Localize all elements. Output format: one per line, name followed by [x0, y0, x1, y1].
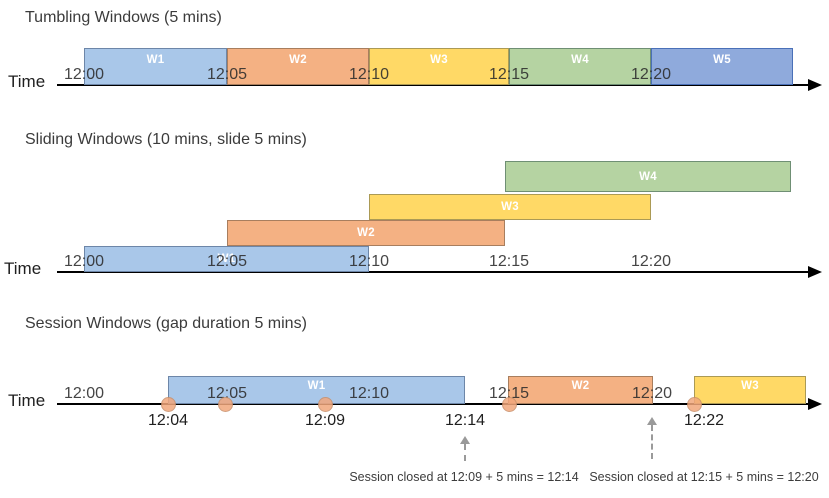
event-time-label: 12:22 [683, 412, 725, 429]
window-label: W4 [639, 170, 657, 183]
window-label: W3 [741, 379, 759, 392]
time-axis-label: Time [4, 259, 42, 278]
window-box: W3 [694, 376, 806, 404]
timeline [57, 403, 809, 405]
event-dot [318, 397, 333, 412]
time-tick-label: 12:00 [63, 253, 105, 270]
timeline [57, 84, 809, 86]
window-box: W4 [509, 48, 651, 85]
annotation-text: Session closed at 12:15 + 5 mins = 12:20 [589, 470, 819, 484]
time-tick-label: 12:10 [348, 66, 390, 83]
window-label: W2 [289, 53, 307, 66]
arrow-up-icon [460, 436, 470, 444]
window-box: W2 [227, 220, 505, 246]
window-label: W3 [430, 53, 448, 66]
window-box: W1 [84, 246, 369, 272]
timeline [57, 271, 809, 273]
event-dot [502, 397, 517, 412]
window-box: W2 [508, 376, 653, 404]
event-time-label: 12:14 [444, 412, 486, 429]
event-time-label: 12:04 [147, 412, 189, 429]
section-title: Session Windows (gap duration 5 mins) [25, 315, 307, 332]
section-title: Sliding Windows (10 mins, slide 5 mins) [25, 131, 307, 148]
time-tick-label: 12:05 [206, 385, 248, 402]
timeline-arrowhead-icon [808, 266, 822, 278]
window-label: W1 [217, 253, 236, 265]
window-box: W3 [369, 194, 651, 220]
time-tick-label: 12:20 [631, 385, 673, 402]
timeline-arrowhead-icon [808, 79, 822, 91]
event-dot [218, 397, 233, 412]
window-label: W3 [501, 201, 519, 213]
window-label: W5 [713, 53, 731, 66]
event-dot [687, 397, 702, 412]
timeline-arrowhead-icon [808, 398, 822, 410]
time-tick-label: 12:05 [206, 66, 248, 83]
window-label: W4 [571, 53, 589, 66]
time-tick-label: 12:10 [348, 385, 390, 402]
window-label: W1 [146, 53, 165, 66]
window-box: W1 [84, 48, 227, 85]
time-tick-label: 12:15 [488, 253, 530, 270]
time-tick-label: 12:00 [63, 385, 105, 402]
window-label: W2 [571, 379, 590, 392]
window-box: W2 [227, 48, 369, 85]
annotation-arrow [651, 425, 653, 459]
window-label: W2 [357, 227, 375, 239]
arrow-up-icon [647, 417, 657, 425]
time-tick-label: 12:15 [488, 385, 530, 402]
time-tick-label: 12:20 [630, 253, 672, 270]
annotation-arrow [464, 444, 466, 461]
time-tick-label: 12:05 [206, 253, 248, 270]
window-box: W3 [369, 48, 509, 85]
window-box: W1 [168, 376, 465, 404]
time-tick-label: 12:00 [63, 66, 105, 83]
window-box: W5 [651, 48, 793, 85]
time-axis-label: Time [8, 391, 46, 410]
section-title: Tumbling Windows (5 mins) [25, 9, 222, 26]
annotation-text: Session closed at 12:09 + 5 mins = 12:14 [349, 470, 579, 484]
time-tick-label: 12:15 [488, 66, 530, 83]
time-tick-label: 12:20 [630, 66, 672, 83]
time-axis-label: Time [8, 72, 46, 91]
window-label: W1 [307, 379, 326, 392]
event-dot [161, 397, 176, 412]
window-box: W4 [505, 161, 791, 192]
time-tick-label: 12:10 [348, 253, 390, 270]
event-time-label: 12:09 [304, 412, 346, 429]
